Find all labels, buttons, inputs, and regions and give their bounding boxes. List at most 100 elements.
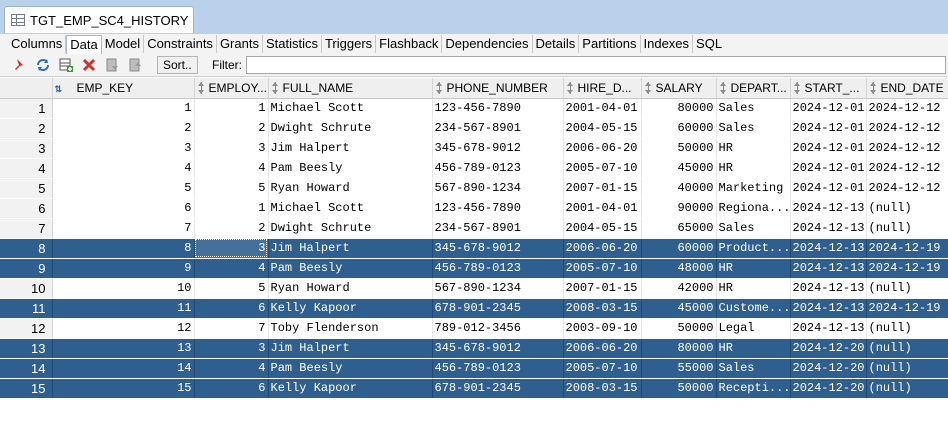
cell-start-[interactable]: 2024-12-13	[790, 298, 867, 319]
cell-employ[interactable]: 6	[194, 298, 269, 319]
cell-full-name[interactable]: Ryan Howard	[268, 278, 433, 299]
cell-hire-d[interactable]: 2005-07-10	[563, 258, 642, 279]
column-header-depart[interactable]: DEPART...	[716, 78, 791, 99]
column-header-hire-d[interactable]: HIRE_D...	[563, 78, 642, 99]
cell-emp-key[interactable]: 13	[52, 338, 195, 359]
cell-hire-d[interactable]: 2006-06-20	[563, 238, 642, 259]
cell-full-name[interactable]: Dwight Schrute	[268, 218, 433, 239]
cell-employ[interactable]: 3	[194, 238, 269, 259]
row-number[interactable]: 11	[0, 298, 53, 319]
tab-statistics[interactable]: Statistics	[263, 35, 322, 53]
cell-hire-d[interactable]: 2008-03-15	[563, 378, 642, 399]
cell-end-date[interactable]: (null)	[866, 358, 948, 379]
cell-employ[interactable]: 4	[194, 358, 269, 379]
tab-data[interactable]: Data	[66, 34, 102, 54]
column-header-full-name[interactable]: FULL_NAME	[268, 78, 433, 99]
tab-model[interactable]: Model	[102, 35, 145, 53]
cell-emp-key[interactable]: 3	[52, 138, 195, 159]
cell-employ[interactable]: 5	[194, 278, 269, 299]
cell-full-name[interactable]: Pam Beesly	[268, 258, 433, 279]
cell-start-[interactable]: 2024-12-13	[790, 318, 867, 339]
cell-full-name[interactable]: Jim Halpert	[268, 238, 433, 259]
cell-salary[interactable]: 60000	[641, 238, 717, 259]
row-number[interactable]: 12	[0, 318, 53, 339]
table-row[interactable]: 1 1 1 Michael Scott 123-456-7890 2001-04-01 80…	[0, 98, 948, 119]
cell-full-name[interactable]: Dwight Schrute	[268, 118, 433, 139]
cell-emp-key[interactable]: 6	[52, 198, 195, 219]
table-row[interactable]: 14 14 4 Pam Beesly 456-789-0123 2005-07-10 550…	[0, 358, 948, 379]
cell-full-name[interactable]: Toby Flenderson	[268, 318, 433, 339]
cell-salary[interactable]: 42000	[641, 278, 717, 299]
tab-constraints[interactable]: Constraints	[144, 35, 217, 53]
cell-hire-d[interactable]: 2001-04-01	[563, 198, 642, 219]
cell-hire-d[interactable]: 2008-03-15	[563, 298, 642, 319]
cell-full-name[interactable]: Michael Scott	[268, 198, 433, 219]
cell-end-date[interactable]: (null)	[866, 198, 948, 219]
commit-icon[interactable]	[104, 57, 120, 73]
cell-phone-number[interactable]: 678-901-2345	[432, 298, 564, 319]
table-row[interactable]: 8 8 3 Jim Halpert 345-678-9012 2006-06-20 6000…	[0, 238, 948, 259]
table-row[interactable]: 6 6 1 Michael Scott 123-456-7890 2001-04-01 90…	[0, 198, 948, 219]
table-row[interactable]: 3 3 3 Jim Halpert 345-678-9012 2006-06-20 5000…	[0, 138, 948, 159]
cell-employ[interactable]: 4	[194, 158, 269, 179]
table-row[interactable]: 10 10 5 Ryan Howard 567-890-1234 2007-01-15 42…	[0, 278, 948, 299]
cell-start-[interactable]: 2024-12-01	[790, 118, 867, 139]
row-number[interactable]: 1	[0, 98, 53, 119]
delete-row-icon[interactable]	[81, 57, 97, 73]
cell-emp-key[interactable]: 7	[52, 218, 195, 239]
cell-emp-key[interactable]: 15	[52, 378, 195, 399]
cell-start-[interactable]: 2024-12-01	[790, 178, 867, 199]
tab-details[interactable]: Details	[533, 35, 580, 53]
cell-emp-key[interactable]: 12	[52, 318, 195, 339]
cell-hire-d[interactable]: 2006-06-20	[563, 338, 642, 359]
sort-button[interactable]: Sort..	[157, 56, 198, 74]
cell-start-[interactable]: 2024-12-20	[790, 358, 867, 379]
cell-hire-d[interactable]: 2006-06-20	[563, 138, 642, 159]
cell-end-date[interactable]: 2024-12-12	[866, 118, 948, 139]
cell-start-[interactable]: 2024-12-13	[790, 278, 867, 299]
cell-emp-key[interactable]: 9	[52, 258, 195, 279]
cell-start-[interactable]: 2024-12-01	[790, 98, 867, 119]
cell-phone-number[interactable]: 345-678-9012	[432, 238, 564, 259]
cell-start-[interactable]: 2024-12-13	[790, 218, 867, 239]
table-row[interactable]: 9 9 4 Pam Beesly 456-789-0123 2005-07-10 48000…	[0, 258, 948, 279]
column-header-phone-number[interactable]: PHONE_NUMBER	[432, 78, 564, 99]
cell-phone-number[interactable]: 678-901-2345	[432, 378, 564, 399]
cell-full-name[interactable]: Pam Beesly	[268, 158, 433, 179]
cell-employ[interactable]: 4	[194, 258, 269, 279]
cell-emp-key[interactable]: 10	[52, 278, 195, 299]
cell-phone-number[interactable]: 456-789-0123	[432, 158, 564, 179]
cell-phone-number[interactable]: 567-890-1234	[432, 178, 564, 199]
cell-salary[interactable]: 40000	[641, 178, 717, 199]
filter-input[interactable]	[246, 56, 946, 74]
cell-depart[interactable]: Recepti...	[716, 378, 791, 399]
cell-end-date[interactable]: 2024-12-12	[866, 138, 948, 159]
cell-employ[interactable]: 3	[194, 138, 269, 159]
row-number[interactable]: 8	[0, 238, 53, 259]
table-row[interactable]: 2 2 2 Dwight Schrute 234-567-8901 2004-05-15 6…	[0, 118, 948, 139]
cell-depart[interactable]: Sales	[716, 118, 791, 139]
cell-end-date[interactable]: 2024-12-12	[866, 98, 948, 119]
column-header-employ[interactable]: EMPLOY...	[194, 78, 269, 99]
pin-icon[interactable]	[12, 57, 28, 73]
cell-hire-d[interactable]: 2005-07-10	[563, 358, 642, 379]
cell-hire-d[interactable]: 2007-01-15	[563, 278, 642, 299]
cell-phone-number[interactable]: 456-789-0123	[432, 258, 564, 279]
cell-full-name[interactable]: Jim Halpert	[268, 138, 433, 159]
cell-depart[interactable]: Marketing	[716, 178, 791, 199]
tab-partitions[interactable]: Partitions	[579, 35, 641, 53]
cell-salary[interactable]: 45000	[641, 158, 717, 179]
cell-end-date[interactable]: (null)	[866, 318, 948, 339]
cell-emp-key[interactable]: 4	[52, 158, 195, 179]
cell-salary[interactable]: 90000	[641, 198, 717, 219]
cell-end-date[interactable]: 2024-12-12	[866, 178, 948, 199]
cell-employ[interactable]: 3	[194, 338, 269, 359]
tab-columns[interactable]: Columns	[8, 35, 67, 53]
row-number[interactable]: 6	[0, 198, 53, 219]
row-number-header[interactable]	[0, 78, 53, 99]
cell-full-name[interactable]: Ryan Howard	[268, 178, 433, 199]
tab-flashback[interactable]: Flashback	[376, 35, 443, 53]
cell-hire-d[interactable]: 2003-09-10	[563, 318, 642, 339]
tab-grants[interactable]: Grants	[217, 35, 263, 53]
row-number[interactable]: 9	[0, 258, 53, 279]
